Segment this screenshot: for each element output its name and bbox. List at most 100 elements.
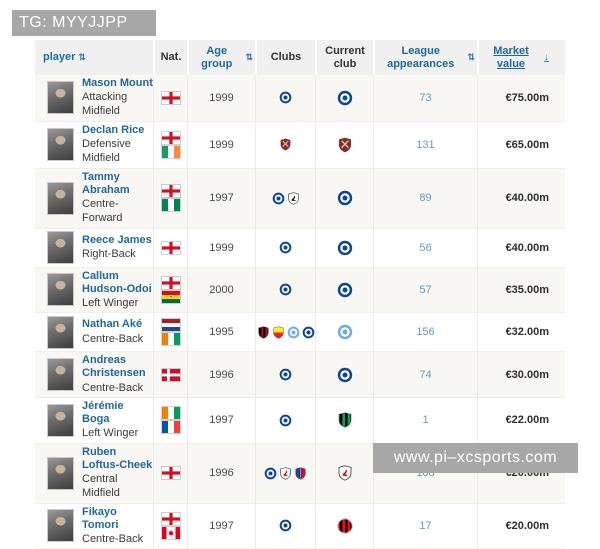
watermark-telegram-text: TG: MYYJJPP: [19, 14, 128, 31]
column-header-player[interactable]: player ⇅: [35, 40, 153, 75]
flag-list: [161, 319, 180, 346]
current-club-cell: [315, 267, 373, 313]
fulham-badge-icon[interactable]: [337, 465, 353, 481]
flag-list: [161, 185, 180, 212]
west-ham-badge-icon[interactable]: [337, 137, 353, 153]
nationality-cell: [153, 443, 187, 503]
league-appearances-link[interactable]: 89: [419, 192, 432, 205]
player-name-link[interactable]: Andreas Christensen: [82, 354, 146, 380]
league-appearances-link[interactable]: 131: [416, 138, 435, 151]
bournemouth-badge-icon[interactable]: [257, 326, 270, 339]
flag-list: [161, 407, 180, 434]
chelsea-badge-icon[interactable]: [279, 519, 292, 532]
chelsea-badge-icon[interactable]: [337, 240, 353, 256]
chelsea-badge-icon[interactable]: [272, 192, 285, 205]
league-appearances-link[interactable]: 73: [419, 91, 432, 104]
market-value: €35.00m: [505, 283, 549, 296]
column-header-label: player: [43, 51, 76, 64]
club-badge-list: [279, 519, 292, 532]
player-name-link[interactable]: Jérémie Boga: [82, 399, 124, 426]
flag-list: [161, 276, 180, 303]
sort-icon: ⇅: [467, 52, 475, 63]
netherlands-flag-icon: [161, 319, 180, 332]
chelsea-badge-icon[interactable]: [279, 283, 292, 296]
chelsea-badge-icon[interactable]: [279, 414, 292, 427]
age-group-cell: 1997: [187, 503, 255, 549]
player-photo[interactable]: [47, 403, 74, 437]
player-name-link[interactable]: Fikayo Tomori: [82, 505, 119, 531]
player-name-link[interactable]: Nathan Aké: [82, 318, 143, 331]
flag-list: [161, 241, 180, 254]
player-info: Mason Mount Attacking Midfield: [82, 77, 153, 119]
player-photo[interactable]: [47, 509, 74, 543]
player-position: Centre-Back: [82, 532, 144, 545]
league-appearances-link[interactable]: 56: [419, 241, 432, 254]
age-group-cell: 1995: [187, 313, 255, 352]
fulham-badge-icon[interactable]: [279, 466, 292, 480]
chelsea-badge-icon[interactable]: [279, 91, 292, 104]
nationality-cell: [153, 121, 187, 168]
column-header-league-appearances[interactable]: League appearances ⇅: [373, 40, 477, 75]
chelsea-badge-icon[interactable]: [337, 282, 353, 298]
player-info: Ruben Loftus-Cheek Central Midfield: [82, 446, 153, 501]
league-appearances-link[interactable]: 57: [419, 283, 432, 296]
player-name-link[interactable]: Tammy Abraham: [82, 170, 130, 196]
table-row: Nathan Aké Centre-Back 1995 156 €32.00m: [35, 313, 565, 353]
player-name-link[interactable]: Reece James: [82, 233, 152, 246]
man-city-badge-icon[interactable]: [337, 324, 353, 340]
chelsea-badge-icon[interactable]: [337, 190, 353, 206]
column-header-label: Clubs: [270, 51, 302, 64]
player-position: Left Winger: [82, 296, 139, 309]
player-name-link[interactable]: Declan Rice: [82, 123, 145, 136]
league-appearances-link[interactable]: 1: [422, 414, 429, 427]
market-value-cell: €40.00m: [477, 228, 565, 267]
swansea-badge-icon[interactable]: [287, 191, 300, 205]
england-flag-icon: [161, 276, 180, 289]
west-ham-badge-icon[interactable]: [279, 138, 292, 151]
clubs-cell: [255, 443, 315, 503]
market-value: €22.00m: [505, 414, 549, 427]
player-name-link[interactable]: Mason Mount: [82, 77, 153, 89]
player-name-link[interactable]: Ruben Loftus-Cheek: [82, 445, 153, 471]
league-appearances-cell: 1: [373, 397, 477, 443]
ivory-coast-flag-icon: [161, 333, 180, 346]
nationality-cell: [153, 75, 187, 121]
column-header-market-value[interactable]: Market value ↓: [477, 40, 565, 75]
player-photo[interactable]: [47, 273, 74, 307]
canada-flag-icon: [161, 526, 180, 539]
player-photo[interactable]: [47, 358, 74, 392]
watermark-website: www.pi–xcsports.com: [373, 443, 578, 473]
man-city-badge-icon[interactable]: [287, 326, 300, 339]
player-name-link[interactable]: Callum Hudson-Odoi: [82, 269, 152, 295]
league-appearances-link[interactable]: 74: [419, 368, 432, 381]
crystal-palace-badge-icon[interactable]: [294, 466, 307, 480]
milan-badge-icon[interactable]: [336, 518, 353, 534]
club-badge-list: [279, 241, 292, 254]
sassuolo-badge-icon[interactable]: [337, 412, 353, 428]
watford-badge-icon[interactable]: [272, 326, 285, 339]
league-appearances-link[interactable]: 156: [416, 326, 435, 339]
column-header-age-group[interactable]: Age group ⇅: [187, 40, 255, 75]
player-photo[interactable]: [47, 128, 74, 162]
chelsea-badge-icon[interactable]: [302, 326, 315, 339]
chelsea-badge-icon[interactable]: [264, 467, 277, 480]
chelsea-badge-icon[interactable]: [337, 90, 353, 106]
player-photo[interactable]: [47, 315, 74, 349]
league-appearances-link[interactable]: 17: [419, 519, 432, 532]
player-photo[interactable]: [47, 181, 74, 215]
player-photo[interactable]: [47, 231, 74, 265]
league-appearances-cell: 156: [373, 313, 477, 352]
current-club-cell: [315, 443, 373, 503]
player-cell: Callum Hudson-Odoi Left Winger: [35, 268, 153, 313]
age-group-cell: 1997: [187, 168, 255, 228]
chelsea-badge-icon[interactable]: [279, 241, 292, 254]
player-photo[interactable]: [47, 81, 74, 115]
player-position: Left Winger: [82, 427, 139, 440]
player-photo[interactable]: [47, 456, 74, 490]
league-appearances-cell: 57: [373, 267, 477, 313]
club-badge-list: [264, 466, 307, 480]
chelsea-badge-icon[interactable]: [337, 367, 353, 383]
chelsea-badge-icon[interactable]: [279, 368, 292, 381]
nationality-cell: [153, 313, 187, 352]
club-badge-list: [272, 191, 300, 205]
